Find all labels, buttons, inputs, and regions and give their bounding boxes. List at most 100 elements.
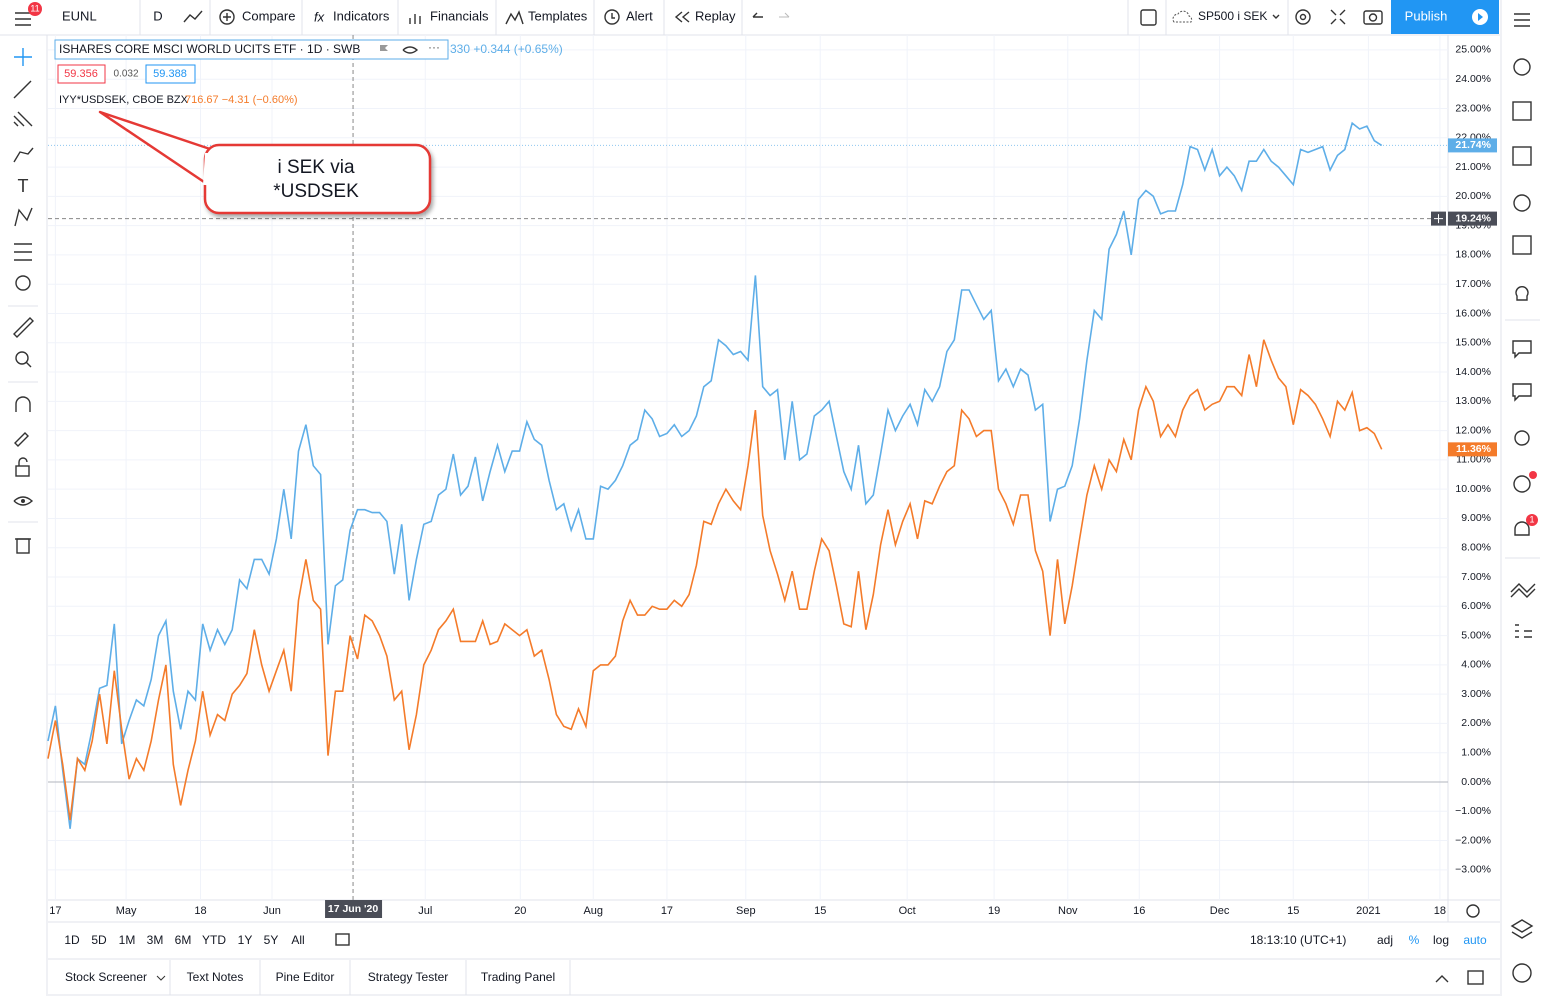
price-label: 11.36% bbox=[1456, 443, 1492, 455]
pattern-tool[interactable] bbox=[14, 207, 33, 227]
signals[interactable] bbox=[1513, 475, 1531, 493]
y-tick-label: 24.00% bbox=[1455, 73, 1491, 85]
magnet-tool[interactable] bbox=[15, 396, 31, 412]
y-tick-label: 16.00% bbox=[1455, 307, 1491, 319]
measure-tool[interactable] bbox=[13, 317, 34, 338]
series-name: ISHARES CORE MSCI WORLD UCITS ETF · 1D ·… bbox=[59, 42, 360, 56]
y-tick-label: −3.00% bbox=[1455, 864, 1491, 876]
y-tick-label: 11.00% bbox=[1456, 454, 1491, 466]
indicators-button[interactable]: Indicators bbox=[333, 8, 390, 23]
top-toolbar: 11 EUNL D Compare fx Indicators Financia… bbox=[0, 0, 1500, 36]
x-tick-label: Nov bbox=[1058, 905, 1078, 917]
watchlist[interactable] bbox=[1514, 13, 1530, 27]
range-button[interactable]: 5D bbox=[91, 933, 107, 947]
messages[interactable] bbox=[1512, 383, 1532, 402]
trend-line-tool[interactable] bbox=[13, 80, 32, 99]
prediction-tool[interactable] bbox=[14, 243, 32, 261]
range-button[interactable]: 1D bbox=[64, 933, 80, 947]
snapshot[interactable] bbox=[1363, 10, 1383, 25]
menu-button[interactable]: 11 bbox=[15, 2, 42, 26]
brush-tool[interactable] bbox=[13, 147, 34, 163]
calendar[interactable] bbox=[1512, 235, 1532, 255]
publish-label: Publish bbox=[1405, 8, 1448, 23]
data-window[interactable] bbox=[1512, 146, 1532, 166]
range-button[interactable]: 1Y bbox=[238, 933, 253, 947]
callout-text: *USDSEK bbox=[273, 181, 359, 202]
order-panel[interactable] bbox=[1515, 624, 1532, 638]
scale-option[interactable]: auto bbox=[1463, 933, 1487, 947]
text-tool[interactable]: T bbox=[18, 176, 29, 196]
stay-drawing[interactable] bbox=[14, 432, 29, 447]
x-tick-label: 17 bbox=[661, 905, 673, 917]
fib-tool[interactable] bbox=[13, 111, 33, 127]
ask: 59.388 bbox=[153, 68, 187, 80]
x-tick-label: Jul bbox=[418, 905, 432, 917]
icon-tool[interactable] bbox=[15, 275, 31, 291]
scale-option[interactable]: adj bbox=[1377, 933, 1393, 947]
settings[interactable] bbox=[1295, 9, 1311, 25]
bottom-tab[interactable]: Strategy Tester bbox=[368, 970, 448, 984]
x-tick-label: 16 bbox=[1133, 905, 1145, 917]
range-button[interactable]: 3M bbox=[147, 933, 164, 947]
ask-box bbox=[145, 64, 196, 84]
alerts[interactable] bbox=[1513, 58, 1531, 76]
zoom-tool[interactable] bbox=[15, 351, 29, 365]
x-tick-label: Aug bbox=[583, 905, 603, 917]
x-tick-label: 15 bbox=[1287, 905, 1299, 917]
ideas[interactable] bbox=[1515, 286, 1529, 301]
range-button[interactable]: YTD bbox=[202, 933, 226, 947]
compare-button[interactable]: Compare bbox=[242, 8, 295, 23]
replay-button[interactable]: Replay bbox=[695, 8, 736, 23]
financials-button[interactable]: Financials bbox=[430, 8, 489, 23]
axis-settings[interactable] bbox=[1466, 904, 1480, 918]
object-tree[interactable] bbox=[1510, 919, 1534, 939]
series-quote: 330 +0.344 (+0.65%) bbox=[450, 42, 563, 56]
news[interactable] bbox=[1512, 101, 1532, 121]
bottom-tab[interactable]: Text Notes bbox=[187, 970, 244, 984]
main-legend-box[interactable] bbox=[54, 39, 449, 60]
collapse[interactable] bbox=[1435, 975, 1449, 983]
crosshair-tool[interactable] bbox=[14, 48, 32, 66]
notifications[interactable] bbox=[1514, 521, 1530, 536]
y-tick-label: 20.00% bbox=[1455, 190, 1491, 202]
series-line bbox=[47, 121, 1383, 829]
y-tick-label: 3.00% bbox=[1461, 688, 1491, 700]
x-tick-label: Oct bbox=[899, 905, 916, 917]
scale-option[interactable]: % bbox=[1409, 933, 1420, 947]
bottom-tab[interactable]: Pine Editor bbox=[276, 970, 335, 984]
redo[interactable] bbox=[779, 12, 790, 18]
y-tick-label: 0.00% bbox=[1461, 776, 1491, 788]
interval[interactable]: D bbox=[153, 8, 162, 23]
x-tick-label: Dec bbox=[1210, 905, 1230, 917]
date-range[interactable] bbox=[335, 933, 350, 946]
templates-button[interactable]: Templates bbox=[528, 8, 588, 23]
hotlists[interactable] bbox=[1513, 194, 1531, 212]
scale-option[interactable]: log bbox=[1433, 933, 1449, 947]
symbol[interactable]: EUNL bbox=[62, 8, 97, 23]
range-button[interactable]: 1M bbox=[119, 933, 136, 947]
layout-toggle[interactable] bbox=[1140, 9, 1157, 26]
streams[interactable] bbox=[1514, 430, 1530, 446]
hide-tool[interactable] bbox=[13, 496, 34, 506]
help[interactable] bbox=[1512, 963, 1532, 983]
maximize[interactable] bbox=[1467, 970, 1484, 985]
layout-name[interactable]: SP500 i SEK bbox=[1198, 9, 1267, 23]
lock-tool[interactable] bbox=[15, 465, 30, 477]
dom[interactable] bbox=[1510, 583, 1536, 598]
range-button[interactable]: 5Y bbox=[264, 933, 279, 947]
y-tick-label: 10.00% bbox=[1455, 483, 1491, 495]
fullscreen[interactable] bbox=[1330, 9, 1346, 25]
chats[interactable] bbox=[1512, 340, 1532, 359]
x-tick-label: 18 bbox=[1434, 905, 1446, 917]
price-label-bg bbox=[1448, 138, 1497, 153]
chart-style[interactable] bbox=[183, 10, 203, 23]
alert-button[interactable]: Alert bbox=[626, 8, 653, 23]
bottom-tab[interactable]: Trading Panel bbox=[481, 970, 555, 984]
more[interactable]: ··· bbox=[428, 40, 440, 54]
x-tick-label: 19 bbox=[988, 905, 1000, 917]
y-tick-label: 15.00% bbox=[1455, 337, 1491, 349]
bottom-tab[interactable]: Stock Screener bbox=[65, 970, 147, 984]
range-button[interactable]: 6M bbox=[175, 933, 192, 947]
range-button[interactable]: All bbox=[291, 933, 304, 947]
undo[interactable] bbox=[752, 12, 763, 18]
